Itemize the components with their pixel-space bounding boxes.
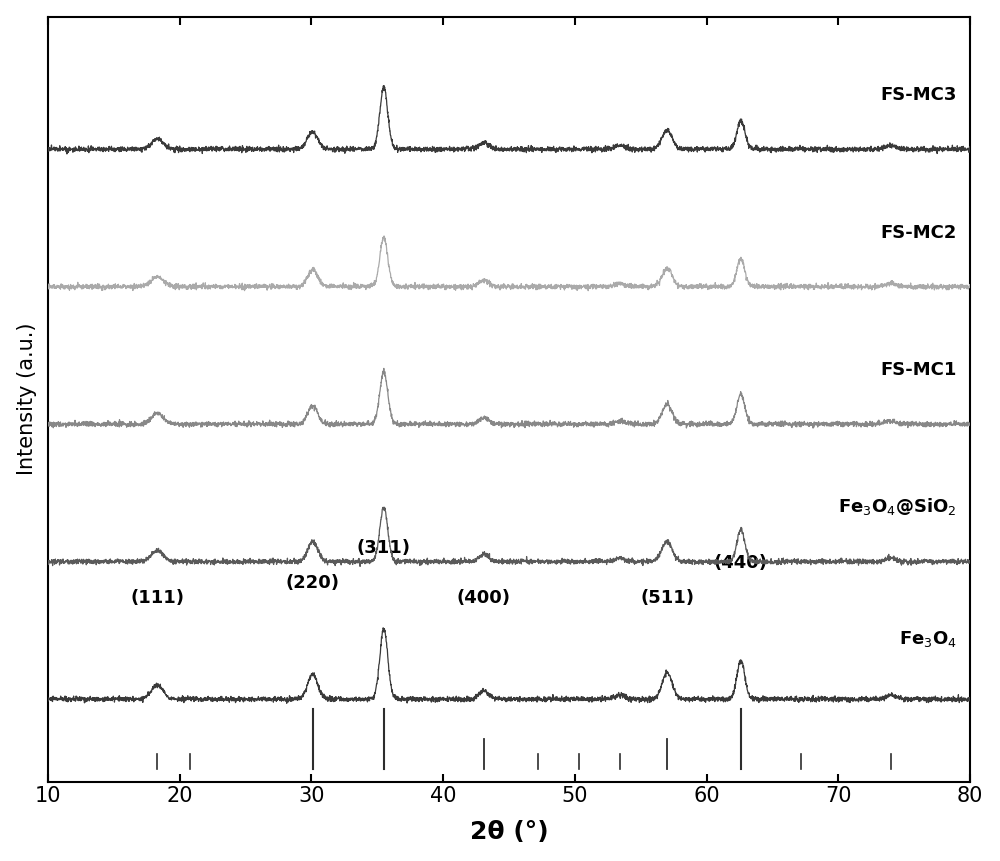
Text: Fe$_3$O$_4$@SiO$_2$: Fe$_3$O$_4$@SiO$_2$ [838,496,957,517]
Text: FS-MC2: FS-MC2 [881,224,957,242]
X-axis label: 2θ (°): 2θ (°) [470,821,548,845]
Y-axis label: Intensity (a.u.): Intensity (a.u.) [17,323,37,475]
Text: (111): (111) [130,589,184,607]
Text: (440): (440) [714,554,768,572]
Text: FS-MC3: FS-MC3 [881,86,957,104]
Text: (400): (400) [457,589,511,607]
Text: FS-MC1: FS-MC1 [881,361,957,379]
Text: (311): (311) [357,539,411,556]
Text: (220): (220) [286,573,340,592]
Text: (511): (511) [640,589,694,607]
Text: Fe$_3$O$_4$: Fe$_3$O$_4$ [899,629,957,649]
